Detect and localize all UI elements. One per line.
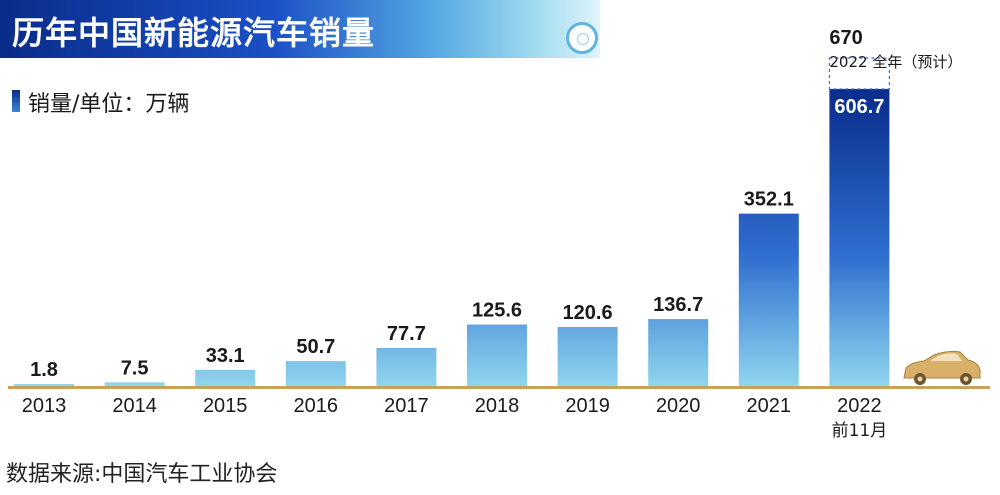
value-label-2016: 50.7 (296, 336, 335, 358)
value-label-2019: 120.6 (563, 302, 613, 324)
value-label-2022: 606.7 (834, 96, 884, 118)
title-ring-decoration (566, 22, 598, 54)
bar-2018 (467, 324, 527, 386)
bar-2013 (14, 384, 74, 386)
x-tick-2022: 2022 (837, 395, 882, 417)
projection-value: 670 (829, 27, 862, 49)
value-label-2018: 125.6 (472, 300, 522, 322)
projection-note: 2022 全年（预计） (829, 53, 962, 71)
x-tick-2017: 2017 (384, 395, 429, 417)
chart-title: 历年中国新能源汽车销量 (12, 14, 376, 52)
value-label-2013: 1.8 (30, 359, 58, 381)
value-label-2017: 77.7 (387, 323, 426, 345)
bar-2016 (285, 361, 346, 386)
title-banner: 历年中国新能源汽车销量 (0, 0, 600, 58)
unit-marker (12, 90, 20, 112)
x-tick-2014: 2014 (112, 395, 157, 417)
bar-2022 (829, 88, 890, 387)
x-tick-2013: 2013 (22, 395, 67, 417)
source-note: 数据来源:中国汽车工业协会 (6, 462, 278, 487)
x-tick-2019: 2019 (565, 395, 610, 417)
x-tick-2016: 2016 (294, 395, 339, 417)
x-sublabel-2022: 前11月 (832, 421, 888, 441)
value-label-2014: 7.5 (121, 357, 149, 379)
value-label-2015: 33.1 (206, 345, 245, 367)
bar-2021 (738, 213, 799, 386)
x-tick-2020: 2020 (656, 395, 701, 417)
bar-2015 (195, 369, 256, 386)
bar-2014 (104, 382, 165, 386)
value-label-2020: 136.7 (653, 294, 703, 316)
bar-2017 (376, 347, 437, 386)
bar-2020 (648, 319, 709, 386)
car-icon (903, 350, 981, 385)
x-tick-2015: 2015 (203, 395, 248, 417)
value-label-2021: 352.1 (744, 189, 794, 211)
projection-box (828, 57, 891, 90)
x-tick-2021: 2021 (747, 395, 792, 417)
bar-2019 (557, 326, 618, 386)
unit-label: 销量/单位：万辆 (28, 92, 190, 117)
x-tick-2018: 2018 (475, 395, 520, 417)
